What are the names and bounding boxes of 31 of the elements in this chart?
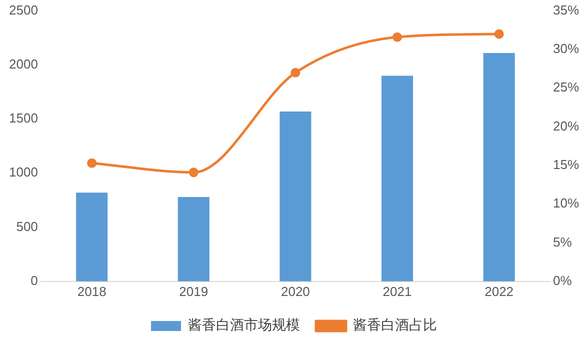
y-tick-label: 500 [16,218,38,234]
y-tick-label: 0 [30,272,38,288]
y2-tick-label: 0% [552,272,572,288]
point [494,29,504,39]
point [87,158,97,168]
y2-tick-label: 15% [552,157,580,172]
y2-tick-label: 10% [552,196,580,211]
y-tick-label: 2000 [9,56,38,72]
y2-tick-label: 35% [552,2,580,18]
bar [483,53,515,282]
x-tick-label: 2021 [382,284,412,299]
bar [76,192,108,282]
y2-tick-label: 20% [552,118,580,134]
legend-label: 酱香白酒市场规模 [188,318,300,334]
x-tick-label: 2019 [179,284,208,299]
y-tick-label: 1500 [9,110,38,126]
y2-tick-label: 30% [552,41,580,56]
bar [178,196,210,282]
y-tick-label: 2500 [9,2,38,18]
bar [280,111,312,282]
bar [381,76,414,282]
point [188,168,198,178]
x-tick-label: 2018 [77,284,106,299]
point [392,32,402,42]
point [290,68,300,78]
y-tick-label: 1000 [9,164,38,180]
y2-tick-label: 25% [552,80,580,95]
y2-tick-label: 5% [552,234,572,250]
legend-label: 酱香白酒占比 [353,318,437,334]
x-tick-label: 2022 [484,284,514,299]
x-tick-label: 2020 [280,284,310,299]
